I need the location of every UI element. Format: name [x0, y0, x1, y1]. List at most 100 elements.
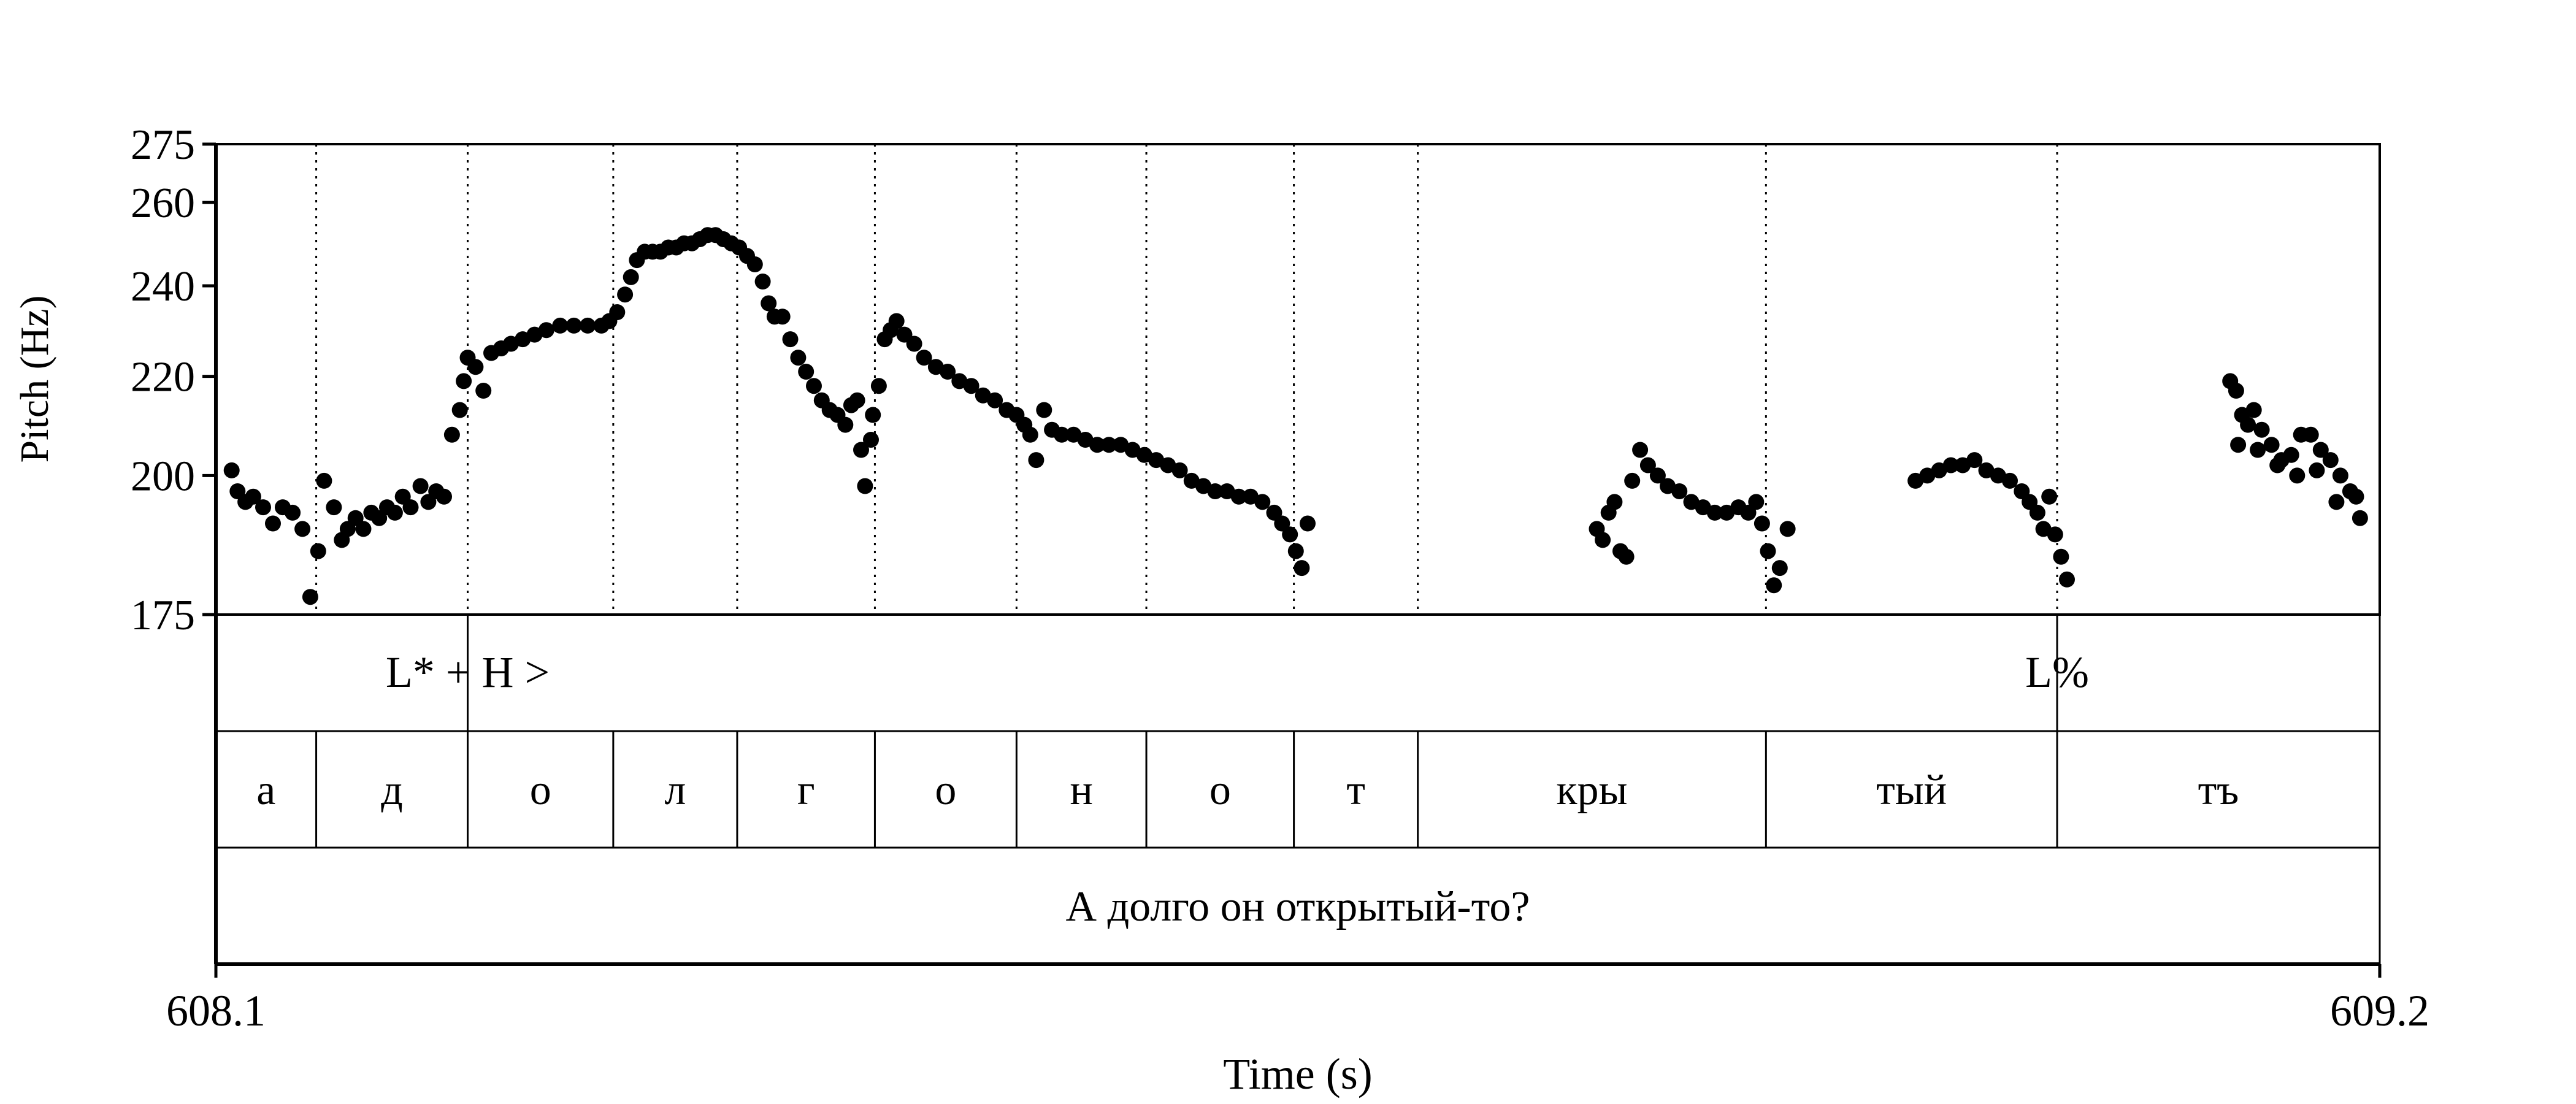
tone-label-1: L%	[2025, 648, 2089, 697]
pitch-point	[2302, 426, 2319, 443]
pitch-point	[2059, 571, 2075, 588]
y-tick-label-275: 275	[131, 121, 195, 169]
y-tick-label-260: 260	[131, 180, 195, 227]
pitch-point	[1254, 494, 1271, 510]
pitch-point	[790, 350, 807, 366]
pitch-point	[906, 335, 922, 352]
pitch-point	[1287, 543, 1304, 559]
x-axis: 608.1 609.2	[166, 964, 2429, 1035]
y-tick-label-220: 220	[131, 354, 195, 401]
pitch-point	[451, 402, 468, 418]
y-axis: 175 200 220 240 260 275	[131, 121, 216, 639]
pitch-point	[2250, 442, 2266, 458]
y-tick-label-175: 175	[131, 592, 195, 639]
pitch-point	[2245, 402, 2262, 418]
pitch-point	[475, 383, 492, 399]
pitch-point	[1754, 515, 1770, 532]
pitch-point	[2269, 457, 2286, 473]
pitch-point	[302, 589, 318, 605]
segment-label-9: кры	[1556, 767, 1627, 814]
pitch-point	[782, 331, 799, 348]
pitch-point	[1274, 515, 1290, 532]
pitch-point	[1618, 548, 1635, 565]
pitch-point	[467, 359, 484, 375]
pitch-point	[849, 392, 865, 408]
segment-label-0: а	[256, 767, 275, 814]
x-tick-label-0: 608.1	[166, 986, 266, 1035]
pitch-point	[2348, 488, 2364, 505]
pitch-point	[1706, 504, 1723, 521]
pitch-point	[310, 543, 326, 559]
segment-label-1: д	[381, 767, 403, 814]
pitch-point	[1028, 452, 1045, 469]
pitch-point	[1779, 521, 1796, 537]
pitch-point	[265, 515, 281, 532]
pitch-point	[888, 313, 905, 329]
segment-label-3: л	[664, 767, 686, 814]
pitch-point	[798, 364, 815, 380]
pitch-point	[2029, 504, 2045, 521]
pitch-point	[2253, 421, 2270, 438]
boundary-lines	[315, 144, 2058, 848]
segment-label-7: о	[1209, 767, 1231, 814]
pitch-point	[1671, 483, 1688, 499]
pitch-point	[326, 499, 342, 516]
pitch-point	[1649, 467, 1666, 484]
pitch-point	[412, 478, 429, 494]
pitch-point	[870, 378, 887, 394]
pitch-point	[865, 407, 881, 423]
segment-label-4: г	[797, 767, 815, 814]
pitch-point	[853, 442, 869, 458]
sentence-tier: А долго он открытый-то?	[1066, 883, 1530, 930]
pitch-point	[223, 462, 240, 478]
segment-tier: а д о л г о н о т кры тый тъ	[256, 767, 2239, 814]
pitch-point	[623, 269, 639, 285]
pitch-point	[2322, 452, 2339, 469]
tone-tier: L* + H > L%	[386, 615, 2089, 731]
pitch-point	[2053, 548, 2069, 565]
x-axis-label: Time (s)	[1223, 1049, 1372, 1098]
pitch-point	[1760, 543, 1776, 559]
pitch-point	[837, 416, 854, 433]
pitch-point	[940, 364, 956, 380]
segment-label-6: н	[1070, 767, 1092, 814]
tier-frame	[214, 143, 2381, 966]
pitch-point	[456, 373, 472, 389]
pitch-point	[987, 392, 1003, 408]
pitch-point	[609, 304, 626, 320]
pitch-point	[1632, 442, 1649, 458]
pitch-point	[1171, 462, 1188, 478]
pitch-point	[1089, 437, 1105, 453]
pitch-point	[1766, 577, 1782, 594]
pitch-point	[2240, 416, 2256, 433]
tone-label-0: L* + H >	[386, 648, 550, 697]
pitch-point	[761, 295, 777, 312]
pitch-point	[402, 499, 419, 516]
pitch-point	[2263, 437, 2280, 453]
pitch-point	[2283, 447, 2299, 463]
pitch-point	[1207, 483, 1224, 499]
pitch-point	[552, 317, 569, 334]
pitch-point	[774, 309, 791, 325]
pitch-point	[443, 426, 460, 443]
pitch-point	[2047, 526, 2063, 543]
pitch-point	[565, 317, 582, 334]
pitch-point	[806, 378, 822, 394]
pitch-point	[1036, 402, 1052, 418]
pitch-point	[1294, 560, 1310, 577]
pitch-point	[1230, 488, 1247, 505]
pitch-point	[1022, 426, 1038, 443]
pitch-point	[255, 499, 271, 516]
pitch-point	[1595, 532, 1611, 548]
y-axis-label: Pitch (Hz)	[12, 295, 57, 462]
pitch-point	[1748, 494, 1765, 510]
pitch-point	[2312, 442, 2329, 458]
pitch-point	[1966, 452, 1983, 469]
pitch-point	[2332, 467, 2348, 484]
pitch-point	[916, 350, 932, 366]
pitch-point	[2289, 467, 2306, 484]
pitch-point	[1639, 457, 1656, 473]
pitch-point	[245, 488, 261, 505]
pitch-point	[580, 317, 596, 334]
pitch-point	[746, 256, 763, 272]
